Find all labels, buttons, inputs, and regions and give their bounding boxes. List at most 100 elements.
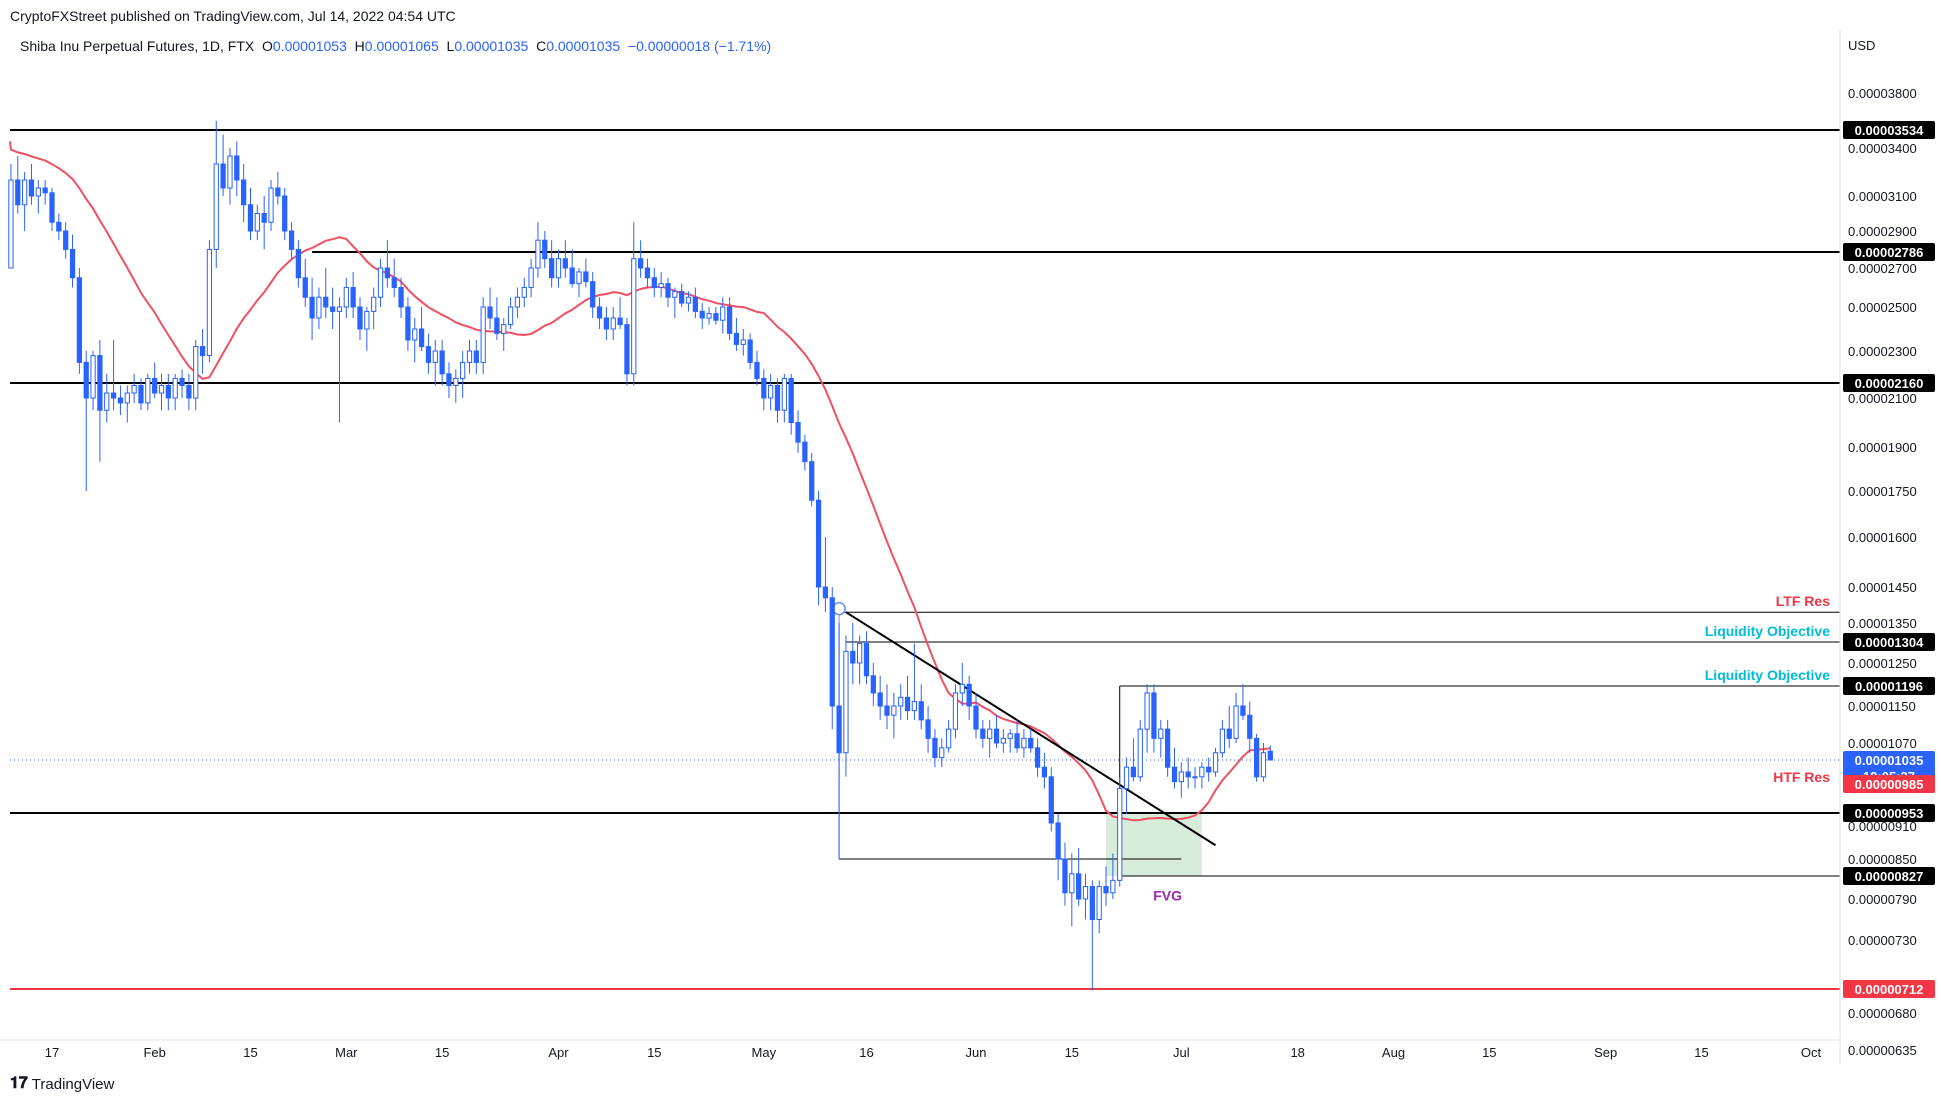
candle-body [1185, 771, 1191, 778]
price-tick-label: 0.00000850 [1848, 852, 1917, 867]
candle-body [1158, 728, 1164, 739]
price-tick-label: 0.00000790 [1848, 892, 1917, 907]
candle-body [418, 328, 425, 348]
time-tick-label: 15 [647, 1045, 661, 1060]
candle-body [843, 650, 849, 754]
candle-body [685, 296, 692, 304]
candle-body [220, 163, 226, 189]
tradingview-footer[interactable]: 𝟏𝟕 TradingView [10, 1075, 114, 1093]
price-tick-label: 0.00001070 [1848, 736, 1917, 751]
price-tick-label: 0.00001250 [1848, 656, 1917, 671]
time-tick-label: 15 [1482, 1045, 1496, 1060]
candle-body [172, 377, 178, 399]
legend-symbol[interactable]: Shiba Inu Perpetual Futures, 1D, FTX [20, 38, 255, 54]
candle-body [774, 385, 781, 411]
candle-body [1260, 752, 1267, 778]
candle-body [158, 385, 165, 394]
level-tag: 0.00000712 [1855, 982, 1924, 997]
candle-body [535, 239, 541, 269]
candle-body [754, 361, 760, 379]
candle-body [1130, 766, 1137, 778]
candle-body [1048, 776, 1054, 824]
annotation-label: Liquidity Objective [1705, 667, 1830, 683]
candle-body [63, 230, 69, 250]
candle-body [206, 248, 213, 357]
candle-body [1199, 766, 1205, 778]
level-tag: 0.00002160 [1855, 376, 1924, 391]
legend-low: 0.00001035 [454, 38, 529, 54]
candle-body [631, 258, 637, 375]
last-price-tag: 0.00001035 [1855, 753, 1924, 768]
candle-body [1171, 766, 1178, 783]
candle-body [1000, 737, 1006, 744]
candle-body [234, 155, 240, 181]
candle-body [473, 350, 479, 363]
level-tag-bg [1843, 121, 1935, 139]
candle-body [665, 283, 671, 298]
candle-body [83, 361, 89, 399]
legend-close-label: C [536, 38, 547, 54]
level-tag-bg [1843, 804, 1935, 822]
candle-body [193, 346, 199, 399]
candle-body [152, 377, 158, 394]
candle-body [624, 324, 630, 375]
candle-body [973, 705, 979, 730]
candle-body [987, 728, 993, 739]
candle-body [761, 377, 767, 399]
candle-body [186, 385, 192, 399]
price-tick-label: 0.00001600 [1848, 530, 1917, 545]
candle-body [713, 313, 719, 321]
price-tick-label: 0.00001900 [1848, 440, 1917, 455]
candle-body [213, 163, 219, 250]
candle-body [590, 281, 596, 308]
candle-body [145, 377, 151, 404]
publisher-caption: CryptoFXStreet published on TradingView.… [10, 8, 456, 24]
candle-body [836, 705, 842, 754]
candle-body [726, 306, 733, 334]
candle-body [316, 296, 322, 319]
candle-body [275, 187, 281, 197]
candle-body [891, 705, 897, 716]
candle-body [1089, 886, 1095, 920]
candle-body [350, 287, 356, 308]
candle-body [104, 392, 110, 411]
candle-body [425, 346, 432, 363]
candle-body [1028, 737, 1034, 749]
candle-body [1082, 886, 1089, 900]
candle-body [357, 306, 363, 330]
time-axis[interactable]: 17 Feb 15 Mar 15 Apr 15 May 16 Jun 15 Jul 18 Aug 15 Sep… [0, 1039, 1840, 1060]
candle-body [1233, 705, 1239, 739]
candle-body [672, 290, 678, 298]
candle-body [76, 277, 82, 363]
candle-body [480, 306, 486, 363]
annotations: LTF Res Liquidity Objective Liquidity Obje… [1153, 593, 1830, 903]
candle-body [1165, 728, 1171, 768]
candle-body [644, 267, 651, 279]
candle-body [254, 213, 260, 232]
trendline-anchor-icon [832, 601, 846, 616]
candle-body [809, 461, 815, 501]
level-tag: 0.00001196 [1855, 679, 1923, 694]
candle-body [1041, 766, 1048, 778]
candle-body [261, 213, 267, 223]
candle-body [432, 350, 438, 363]
candle-body [569, 267, 575, 285]
candle-body [391, 277, 397, 288]
candle-body [494, 317, 500, 334]
candle-body [555, 258, 562, 279]
time-tick-label: Oct [1801, 1045, 1822, 1060]
time-tick-label: 15 [435, 1045, 449, 1060]
legend-high: 0.00001065 [364, 38, 439, 54]
legend-change: −0.00000018 (−1.71%) [627, 38, 772, 54]
candle-body [247, 204, 254, 232]
price-tick-label: 0.00002900 [1848, 224, 1917, 239]
legend-close: 0.00001035 [546, 38, 621, 54]
footer-brand: TradingView [31, 1075, 115, 1093]
legend-low-label: L [446, 38, 455, 54]
candle-body [993, 728, 1000, 744]
candle-body [1151, 692, 1157, 739]
candle-body [42, 187, 48, 194]
price-axis[interactable]: USD 0.00003800 0.00003400 0.00003100 0.00002… [1839, 30, 1917, 1065]
candle-body [768, 385, 774, 399]
